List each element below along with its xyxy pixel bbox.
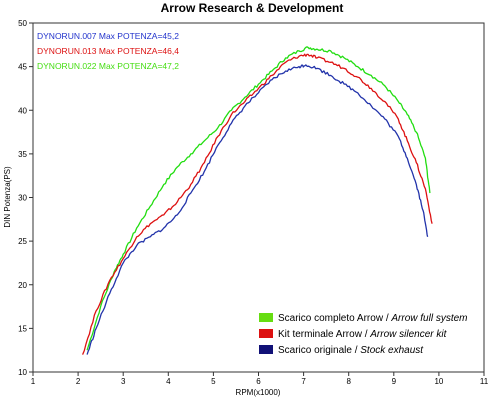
full-system-line bbox=[86, 46, 431, 351]
legend-swatch bbox=[259, 329, 273, 338]
y-tick-label: 35 bbox=[18, 150, 27, 159]
x-tick-label: 6 bbox=[256, 377, 261, 386]
legend-entry-label: Scarico originale / bbox=[278, 345, 360, 356]
series-group bbox=[82, 46, 433, 355]
x-tick-label: 11 bbox=[480, 377, 489, 386]
x-tick-label: 8 bbox=[346, 377, 351, 386]
stock-exhaust-line bbox=[86, 64, 429, 355]
x-tick-label: 10 bbox=[434, 377, 443, 386]
y-tick-label: 20 bbox=[18, 281, 27, 290]
silencer-kit-line bbox=[82, 53, 433, 355]
legend-entry: Scarico completo Arrow / Arrow full syst… bbox=[278, 313, 468, 324]
x-axis: 1 2 3 4 5 6 7 8 9 10 11 bbox=[31, 372, 489, 386]
y-axis: 10 15 20 25 30 35 40 45 50 bbox=[18, 19, 33, 377]
x-axis-label: RPM(x1000) bbox=[236, 388, 281, 397]
legend-entry-label-en: Arrow silencer kit bbox=[369, 329, 447, 340]
chart-title: Arrow Research & Development bbox=[161, 1, 344, 15]
x-tick-label: 9 bbox=[392, 377, 397, 386]
x-tick-label: 2 bbox=[76, 377, 81, 386]
y-axis-label: DIN Potenza(PS) bbox=[3, 166, 12, 228]
y-tick-label: 40 bbox=[18, 106, 27, 115]
run-labels: DYNORUN.007 Max POTENZA=45,2 DYNORUN.013 … bbox=[37, 31, 179, 71]
legend-entry: Kit terminale Arrow / Arrow silencer kit bbox=[278, 329, 448, 340]
x-tick-label: 1 bbox=[31, 377, 36, 386]
x-tick-label: 3 bbox=[121, 377, 126, 386]
legend-entry: Scarico originale / Stock exhaust bbox=[278, 345, 424, 356]
y-tick-label: 50 bbox=[18, 19, 27, 28]
y-tick-label: 25 bbox=[18, 237, 27, 246]
legend-entry-label-en: Arrow full system bbox=[390, 313, 467, 324]
run-label: DYNORUN.007 Max POTENZA=45,2 bbox=[37, 31, 179, 41]
y-tick-label: 30 bbox=[18, 194, 27, 203]
y-tick-label: 15 bbox=[18, 324, 27, 333]
y-tick-label: 10 bbox=[18, 368, 27, 377]
legend-swatch bbox=[259, 313, 273, 322]
x-tick-label: 5 bbox=[211, 377, 216, 386]
legend-entry-label-en: Stock exhaust bbox=[360, 345, 424, 356]
legend-entry-label: Scarico completo Arrow / bbox=[278, 313, 391, 324]
x-tick-label: 4 bbox=[166, 377, 171, 386]
run-label: DYNORUN.022 Max POTENZA=47,2 bbox=[37, 61, 179, 71]
run-label: DYNORUN.013 Max POTENZA=46,4 bbox=[37, 46, 179, 56]
legend-swatch bbox=[259, 345, 273, 354]
legend-entry-label: Kit terminale Arrow / bbox=[278, 329, 370, 340]
legend: Scarico completo Arrow / Arrow full syst… bbox=[259, 313, 468, 356]
x-tick-label: 7 bbox=[301, 377, 306, 386]
y-tick-label: 45 bbox=[18, 63, 27, 72]
